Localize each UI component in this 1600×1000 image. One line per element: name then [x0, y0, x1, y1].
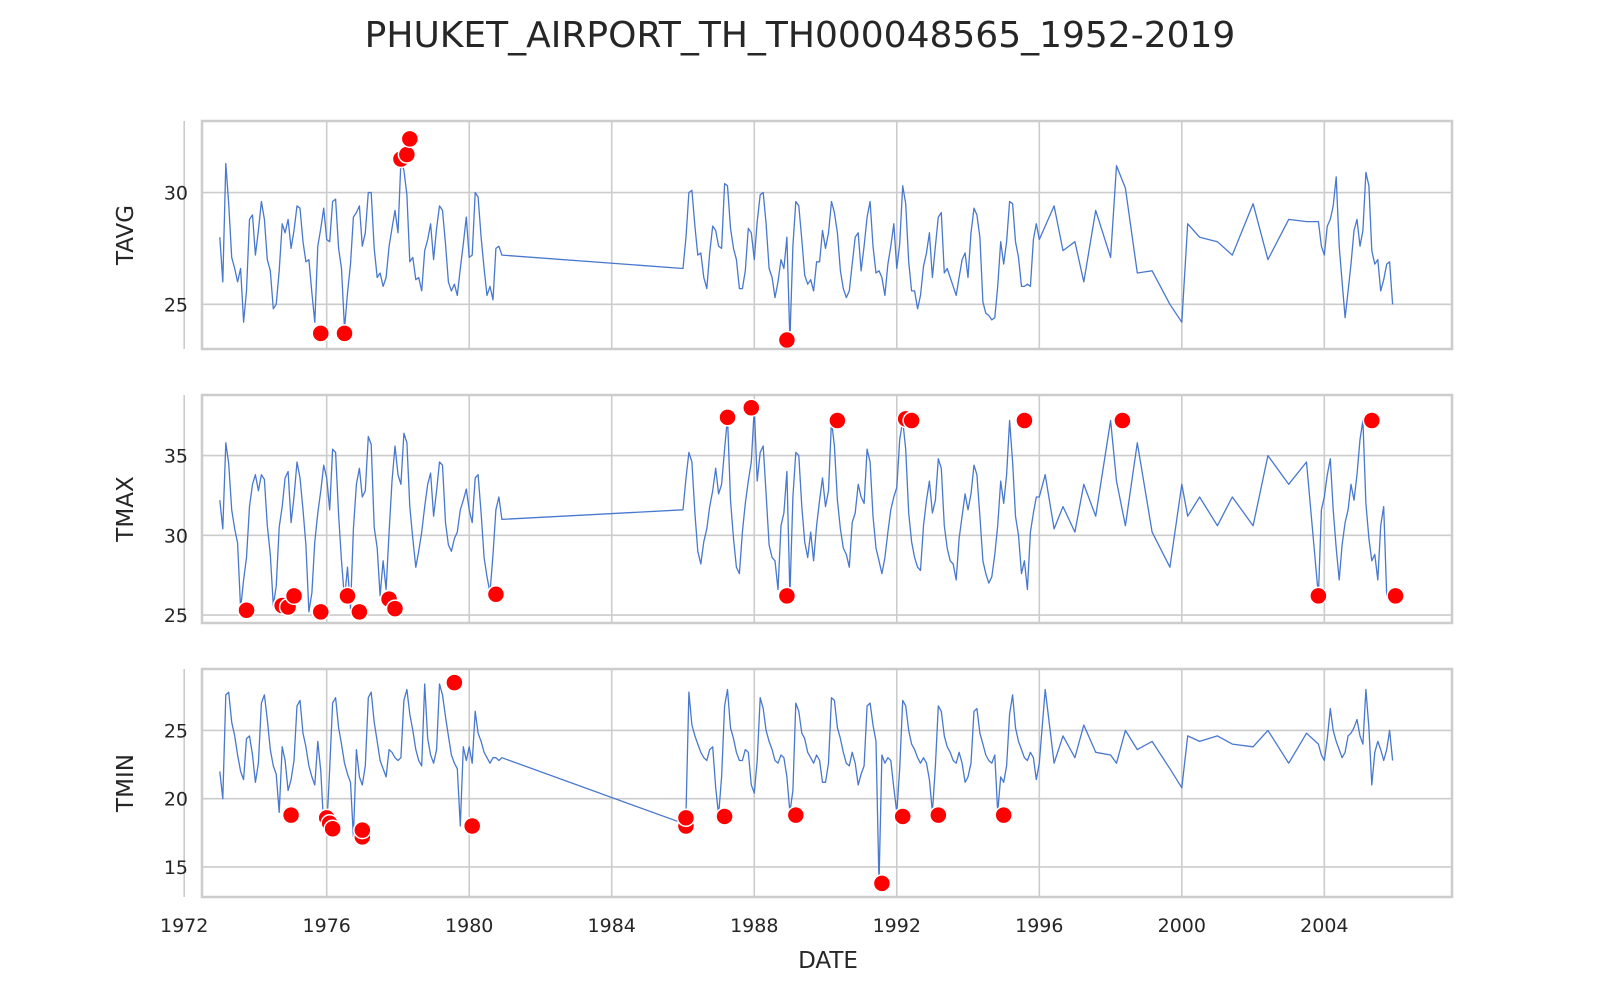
y-tick-label: 30 — [164, 525, 188, 547]
series-line-tmin — [219, 683, 1394, 884]
y-tick-label: 25 — [164, 294, 188, 316]
series-line-tavg — [219, 160, 1394, 341]
x-axis-ticks: 1972 1976 1980 1984 1988 1992 1996 2000 2004 — [160, 915, 1349, 937]
x-tick-label: 1988 — [730, 915, 778, 937]
y-tick-label: 25 — [164, 605, 188, 627]
outlier-point — [397, 145, 417, 164]
y-axis-label: TMIN — [113, 754, 139, 813]
y-tick-label: 35 — [164, 446, 188, 468]
x-tick-label: 1972 — [160, 915, 208, 937]
outlier-point — [338, 586, 357, 606]
y-axis-label: TMAX — [113, 476, 139, 543]
outlier-point — [828, 411, 847, 430]
outlier-point — [777, 330, 797, 350]
outlier-point — [902, 411, 921, 430]
series-line-tmax — [219, 407, 1388, 613]
outlier-point — [718, 408, 737, 427]
outlier-point — [353, 820, 372, 840]
outlier-point — [350, 602, 369, 622]
x-tick-label: 1984 — [588, 915, 636, 937]
outlier-point — [462, 816, 482, 836]
x-tick-label: 2004 — [1300, 915, 1348, 937]
x-tick-label: 1980 — [445, 915, 493, 937]
outlier-point — [872, 874, 892, 893]
outlier-point — [742, 398, 761, 418]
outlier-point — [281, 805, 301, 825]
outlier-point — [311, 324, 331, 343]
outlier-point — [893, 807, 912, 826]
outlier-point — [486, 585, 506, 604]
outlier-point — [445, 673, 464, 692]
outlier-point — [323, 819, 342, 838]
outlier-point — [715, 807, 734, 826]
outlier-point — [237, 600, 256, 620]
panels: 25 30 TAVG 25 30 35 TMAX 15 20 25 TMIN — [113, 119, 1454, 899]
x-tick-label: 1976 — [303, 915, 351, 937]
outlier-point — [676, 808, 696, 828]
y-tick-label: 30 — [164, 183, 188, 205]
x-axis-label: DATE — [798, 948, 858, 974]
y-tick-label: 20 — [164, 789, 188, 811]
outlier-point — [1309, 586, 1328, 606]
outlier-point — [385, 599, 405, 618]
y-tick-label: 25 — [164, 720, 188, 742]
x-tick-label: 1996 — [1015, 915, 1063, 937]
axes-frame — [200, 119, 1454, 351]
outlier-point — [1015, 411, 1034, 430]
outlier-point — [929, 805, 948, 825]
axes-frame — [200, 393, 1454, 625]
outlier-point — [400, 129, 420, 149]
panel-tavg: 25 30 TAVG — [113, 119, 1454, 351]
y-tick-label: 15 — [164, 857, 188, 879]
outlier-point — [1113, 411, 1132, 430]
y-axis-label: TAVG — [113, 205, 139, 266]
outlier-point — [1362, 411, 1382, 430]
chart-title: PHUKET_AIRPORT_TH_TH000048565_1952-2019 — [365, 15, 1236, 56]
outlier-point — [786, 805, 806, 825]
outlier-point — [284, 586, 304, 606]
axes-frame — [200, 667, 1454, 899]
outlier-point — [777, 586, 797, 606]
x-tick-label: 2000 — [1158, 915, 1206, 937]
outlier-point — [1386, 586, 1405, 606]
panel-tmax: 25 30 35 TMAX — [113, 393, 1454, 627]
outlier-point — [335, 324, 354, 343]
panel-tmin: 15 20 25 TMIN — [113, 667, 1454, 899]
outlier-point — [994, 805, 1013, 825]
outlier-point — [311, 602, 331, 622]
x-tick-label: 1992 — [873, 915, 921, 937]
